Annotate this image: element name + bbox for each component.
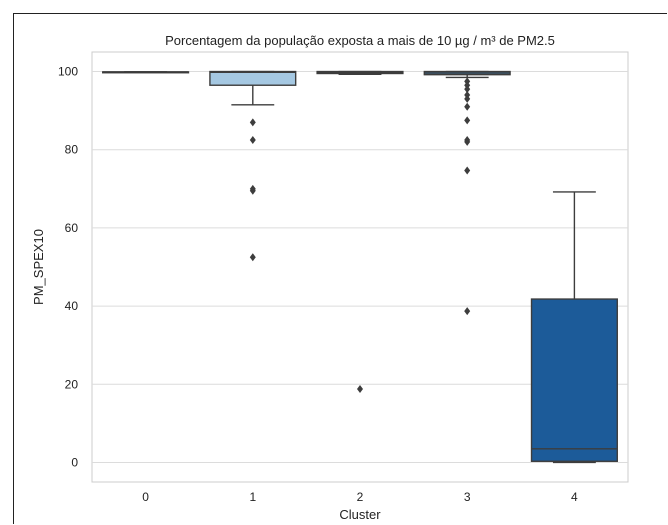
- y-tick-label: 20: [65, 377, 79, 391]
- box-series: [102, 70, 618, 464]
- box-cluster-1: [209, 70, 297, 262]
- outlier-point: [249, 118, 256, 127]
- y-tick-labels: 0 20 40 60 80 100: [58, 65, 78, 470]
- outlier-point: [464, 307, 471, 316]
- outlier-point: [464, 116, 471, 125]
- box-iqr: [530, 298, 618, 462]
- box-cluster-4: [530, 191, 618, 464]
- outlier-point: [357, 384, 363, 393]
- box-iqr: [209, 70, 297, 86]
- chart-title: Porcentagem da população exposta a mais …: [165, 33, 555, 48]
- outlier-point: [464, 137, 471, 146]
- outlier-point: [464, 85, 471, 94]
- x-axis-label: Cluster: [339, 507, 381, 522]
- x-tick-label: 4: [571, 490, 578, 504]
- outlier-point: [249, 186, 256, 195]
- outlier-point: [464, 166, 471, 175]
- outlier-point: [464, 102, 471, 111]
- y-tick-label: 0: [71, 455, 78, 469]
- y-tick-label: 40: [65, 299, 79, 313]
- x-tick-label: 2: [357, 490, 364, 504]
- box-cluster-0: [102, 71, 190, 74]
- x-tick-label: 3: [464, 490, 471, 504]
- box-cluster-2: [316, 70, 404, 393]
- box-cluster-3: [423, 70, 511, 316]
- x-tick-label: 1: [249, 490, 256, 504]
- outlier-point: [249, 135, 256, 144]
- outlier-point: [249, 253, 256, 262]
- figure-frame: [13, 13, 667, 524]
- y-axis-label: PM_SPEX10: [31, 229, 46, 305]
- y-tick-label: 100: [58, 65, 78, 79]
- x-tick-labels: 0 1 2 3 4: [142, 490, 578, 504]
- x-tick-label: 0: [142, 490, 149, 504]
- y-tick-label: 60: [65, 221, 79, 235]
- y-tick-label: 80: [65, 143, 79, 157]
- outlier-point: [464, 94, 471, 103]
